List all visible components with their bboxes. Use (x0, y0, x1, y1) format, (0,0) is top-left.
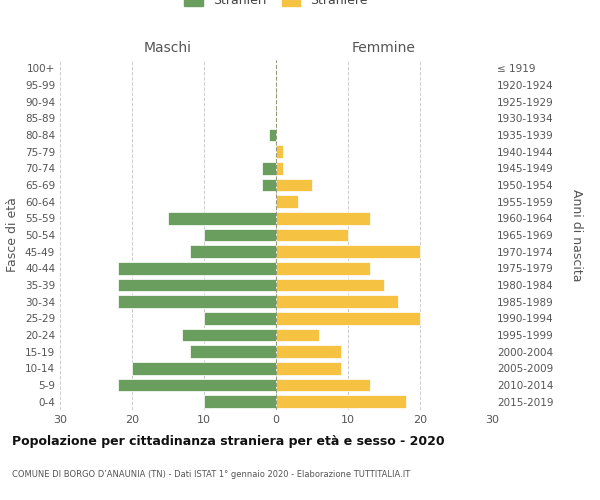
Bar (190, 246, 276, 258)
Bar (204, 396, 276, 408)
Bar (118, 279, 276, 291)
Bar (168, 212, 276, 224)
Bar (276, 196, 298, 208)
Legend: Stranieri, Straniere: Stranieri, Straniere (181, 0, 371, 10)
Bar (276, 312, 420, 324)
Bar (204, 312, 276, 324)
Bar (276, 162, 283, 174)
Bar (118, 296, 276, 308)
Text: COMUNE DI BORGO D’ANAUNIA (TN) - Dati ISTAT 1° gennaio 2020 - Elaborazione TUTTI: COMUNE DI BORGO D’ANAUNIA (TN) - Dati IS… (12, 470, 410, 479)
Bar (276, 212, 370, 224)
Text: Popolazione per cittadinanza straniera per età e sesso - 2020: Popolazione per cittadinanza straniera p… (12, 435, 445, 448)
Text: Femmine: Femmine (352, 41, 416, 55)
Bar (269, 129, 276, 141)
Bar (276, 329, 319, 341)
Bar (132, 362, 276, 374)
Bar (118, 262, 276, 274)
Bar (276, 262, 370, 274)
Y-axis label: Anni di nascita: Anni di nascita (570, 188, 583, 281)
Bar (276, 396, 406, 408)
Bar (262, 162, 276, 174)
Bar (118, 379, 276, 391)
Bar (276, 296, 398, 308)
Bar (276, 346, 341, 358)
Y-axis label: Fasce di età: Fasce di età (7, 198, 19, 272)
Bar (182, 329, 276, 341)
Bar (276, 179, 312, 192)
Bar (276, 146, 283, 158)
Bar (204, 229, 276, 241)
Bar (276, 229, 348, 241)
Bar (276, 379, 370, 391)
Bar (276, 246, 420, 258)
Bar (276, 279, 384, 291)
Bar (262, 179, 276, 192)
Bar (190, 346, 276, 358)
Text: Maschi: Maschi (144, 41, 192, 55)
Bar (276, 362, 341, 374)
